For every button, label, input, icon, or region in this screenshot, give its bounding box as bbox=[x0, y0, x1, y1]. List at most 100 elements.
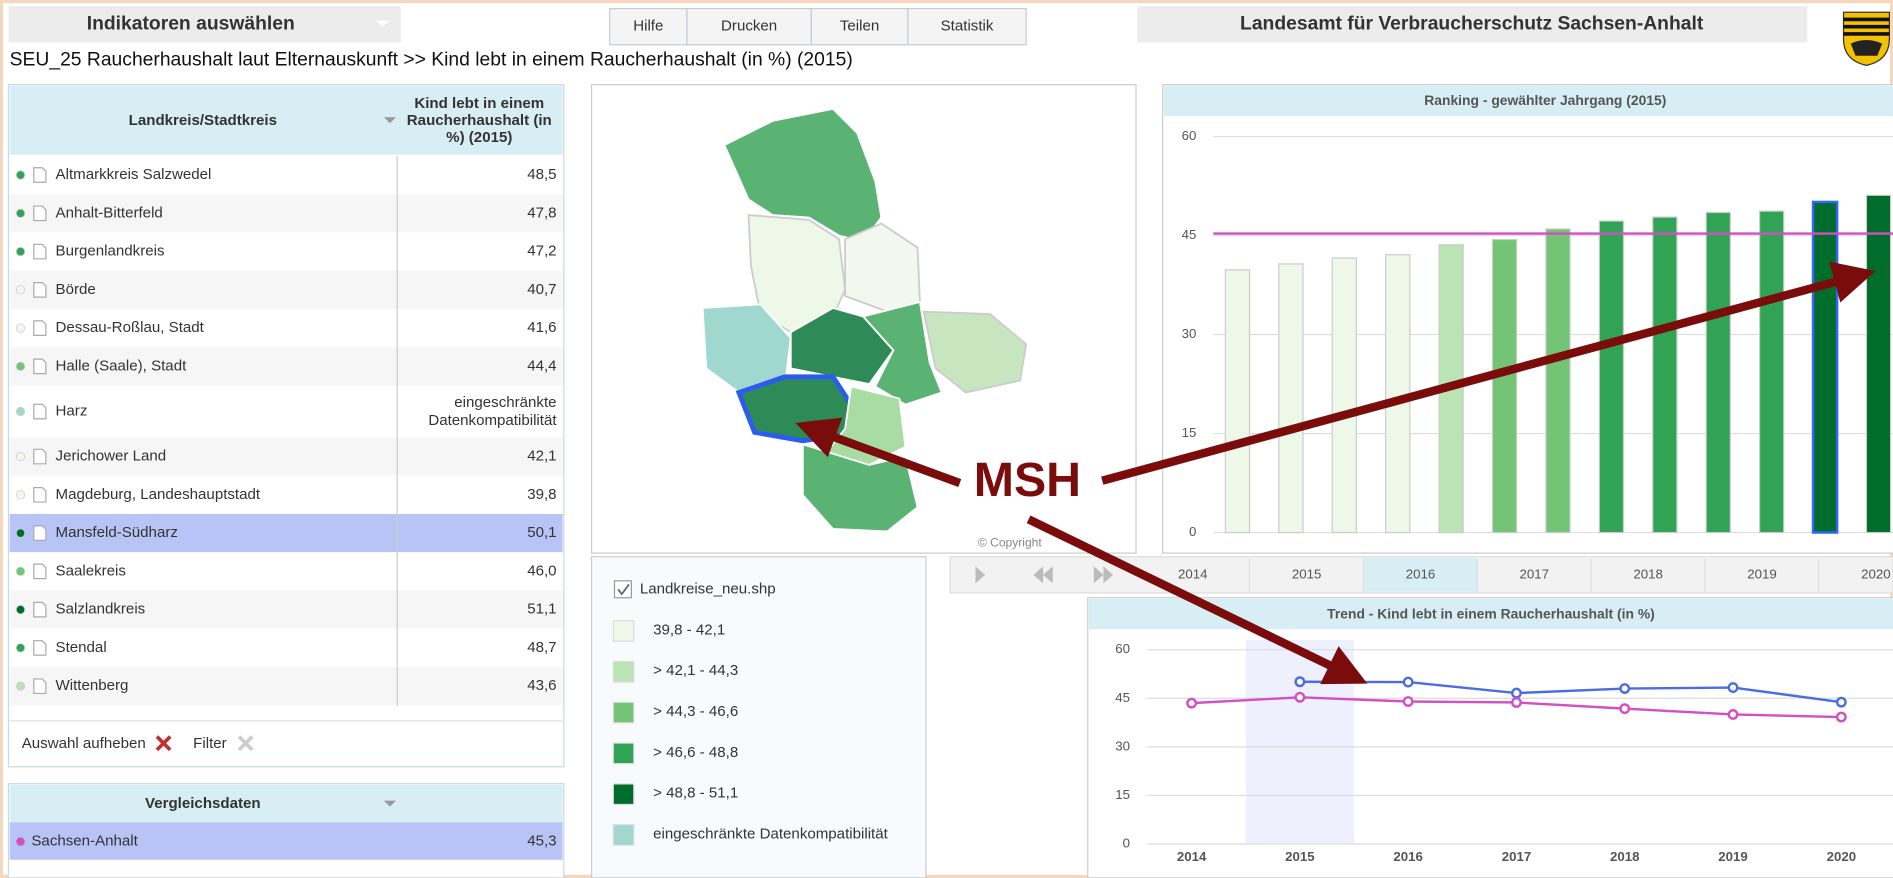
row-value: 48,5 bbox=[527, 166, 556, 183]
row-value: 43,6 bbox=[527, 677, 556, 694]
table-row[interactable] bbox=[9, 194, 563, 233]
play-button[interactable] bbox=[975, 566, 986, 584]
point[interactable] bbox=[1835, 711, 1847, 723]
indicator-select-label: Indikatoren auswählen bbox=[87, 13, 295, 34]
point[interactable] bbox=[1619, 683, 1631, 694]
ranking-title: Ranking - gewählter Jahrgang (2015) bbox=[1424, 92, 1666, 108]
x-tick-label: 2018 bbox=[1610, 849, 1640, 864]
ranking-header bbox=[1163, 85, 1893, 117]
point[interactable] bbox=[1727, 682, 1739, 694]
table-row[interactable] bbox=[9, 347, 563, 386]
year-label[interactable]: 2015 bbox=[1292, 566, 1322, 581]
bar bbox=[1545, 228, 1571, 534]
legend-swatch bbox=[612, 824, 635, 846]
row-value: 47,2 bbox=[527, 243, 556, 260]
arrow bbox=[1026, 515, 1368, 685]
sort-arrow[interactable] bbox=[383, 800, 396, 807]
table-row[interactable] bbox=[9, 308, 563, 348]
table-row[interactable] bbox=[9, 385, 563, 438]
doc-icon bbox=[33, 678, 47, 695]
clear-selection[interactable]: Auswahl aufheben bbox=[22, 735, 146, 752]
button[interactable] bbox=[810, 8, 909, 46]
indicator-select[interactable] bbox=[8, 6, 401, 43]
bar bbox=[1331, 257, 1357, 534]
x-tick-label: 2015 bbox=[1285, 849, 1315, 864]
point[interactable] bbox=[1619, 703, 1631, 715]
legend-swatch bbox=[612, 660, 635, 683]
row-dot bbox=[15, 361, 26, 371]
point[interactable] bbox=[1511, 687, 1522, 699]
legend-swatch bbox=[612, 701, 635, 724]
x-tick-label: 2020 bbox=[1827, 849, 1857, 864]
table-row[interactable] bbox=[9, 667, 563, 706]
point[interactable] bbox=[1727, 709, 1739, 720]
doc-icon bbox=[33, 448, 47, 465]
row-name: Mansfeld-Südharz bbox=[56, 524, 178, 541]
filter[interactable]: Filter bbox=[193, 735, 227, 752]
row-name: Halle (Saale), Stadt bbox=[56, 357, 188, 374]
point[interactable] bbox=[1511, 697, 1522, 708]
selected-region[interactable] bbox=[735, 374, 854, 444]
row-dot bbox=[15, 208, 26, 218]
row-name: Salzlandkreis bbox=[56, 601, 146, 618]
year-label[interactable]: 2016 bbox=[1406, 566, 1436, 581]
table-row[interactable] bbox=[9, 437, 563, 476]
y-tick-label: 0 bbox=[1123, 836, 1130, 851]
table-row[interactable] bbox=[9, 475, 563, 514]
row-dot bbox=[15, 643, 26, 653]
forward-button[interactable] bbox=[1093, 566, 1114, 584]
row-value: 48,7 bbox=[527, 639, 556, 656]
row-dot bbox=[15, 285, 26, 295]
button[interactable] bbox=[907, 8, 1027, 46]
arrow bbox=[795, 417, 962, 488]
x-tick-label: 2019 bbox=[1718, 849, 1748, 864]
year-label[interactable]: 2020 bbox=[1861, 566, 1891, 581]
legend-swatch bbox=[612, 742, 635, 765]
table-row[interactable] bbox=[9, 155, 563, 195]
point[interactable] bbox=[1186, 697, 1198, 709]
table-row[interactable] bbox=[9, 552, 563, 591]
point[interactable] bbox=[1402, 696, 1414, 707]
year-label[interactable]: 2014 bbox=[1178, 566, 1208, 581]
y-tick-label: 45 bbox=[1115, 690, 1130, 705]
comparison-name: Sachsen-Anhalt bbox=[31, 833, 138, 850]
row-name: Börde bbox=[56, 281, 96, 298]
bar bbox=[1652, 216, 1678, 534]
point[interactable] bbox=[1294, 691, 1306, 703]
legend-label: eingeschränkte Datenkompatibilität bbox=[653, 825, 888, 842]
table-row[interactable] bbox=[9, 232, 563, 271]
row-name: Wittenberg bbox=[56, 677, 129, 694]
legend-label: > 42,1 - 44,3 bbox=[653, 662, 738, 679]
doc-icon bbox=[33, 486, 47, 503]
layer-checkbox[interactable] bbox=[613, 580, 633, 599]
comparison-row[interactable] bbox=[9, 822, 563, 860]
bar bbox=[1705, 211, 1731, 534]
table-row[interactable] bbox=[9, 628, 563, 668]
filter-icon[interactable] bbox=[237, 735, 254, 752]
header-value: %) (2015) bbox=[446, 129, 512, 146]
doc-icon bbox=[33, 563, 47, 580]
table-row[interactable] bbox=[9, 590, 563, 629]
button[interactable] bbox=[686, 8, 812, 46]
back-button[interactable] bbox=[1033, 566, 1053, 584]
comparison-header bbox=[9, 784, 563, 823]
row-name: Harz bbox=[56, 402, 88, 419]
year-label[interactable]: 2017 bbox=[1520, 566, 1550, 581]
table-row[interactable] bbox=[9, 513, 563, 553]
year-label[interactable]: 2018 bbox=[1633, 566, 1663, 581]
table-row[interactable] bbox=[9, 270, 563, 309]
sort-arrow[interactable] bbox=[383, 117, 396, 124]
table-header bbox=[9, 85, 563, 155]
point[interactable] bbox=[1835, 696, 1847, 708]
row-name: Magdeburg, Landeshauptstadt bbox=[56, 486, 261, 503]
row-value: 50,1 bbox=[527, 524, 556, 541]
bar bbox=[1491, 238, 1518, 534]
point[interactable] bbox=[1294, 676, 1306, 688]
point[interactable] bbox=[1402, 676, 1414, 688]
year-label[interactable]: 2019 bbox=[1747, 566, 1777, 581]
row-dot bbox=[15, 490, 26, 500]
agency-box bbox=[1137, 6, 1808, 43]
y-tick-label: 30 bbox=[1115, 738, 1130, 753]
clear-icon[interactable] bbox=[155, 735, 172, 752]
